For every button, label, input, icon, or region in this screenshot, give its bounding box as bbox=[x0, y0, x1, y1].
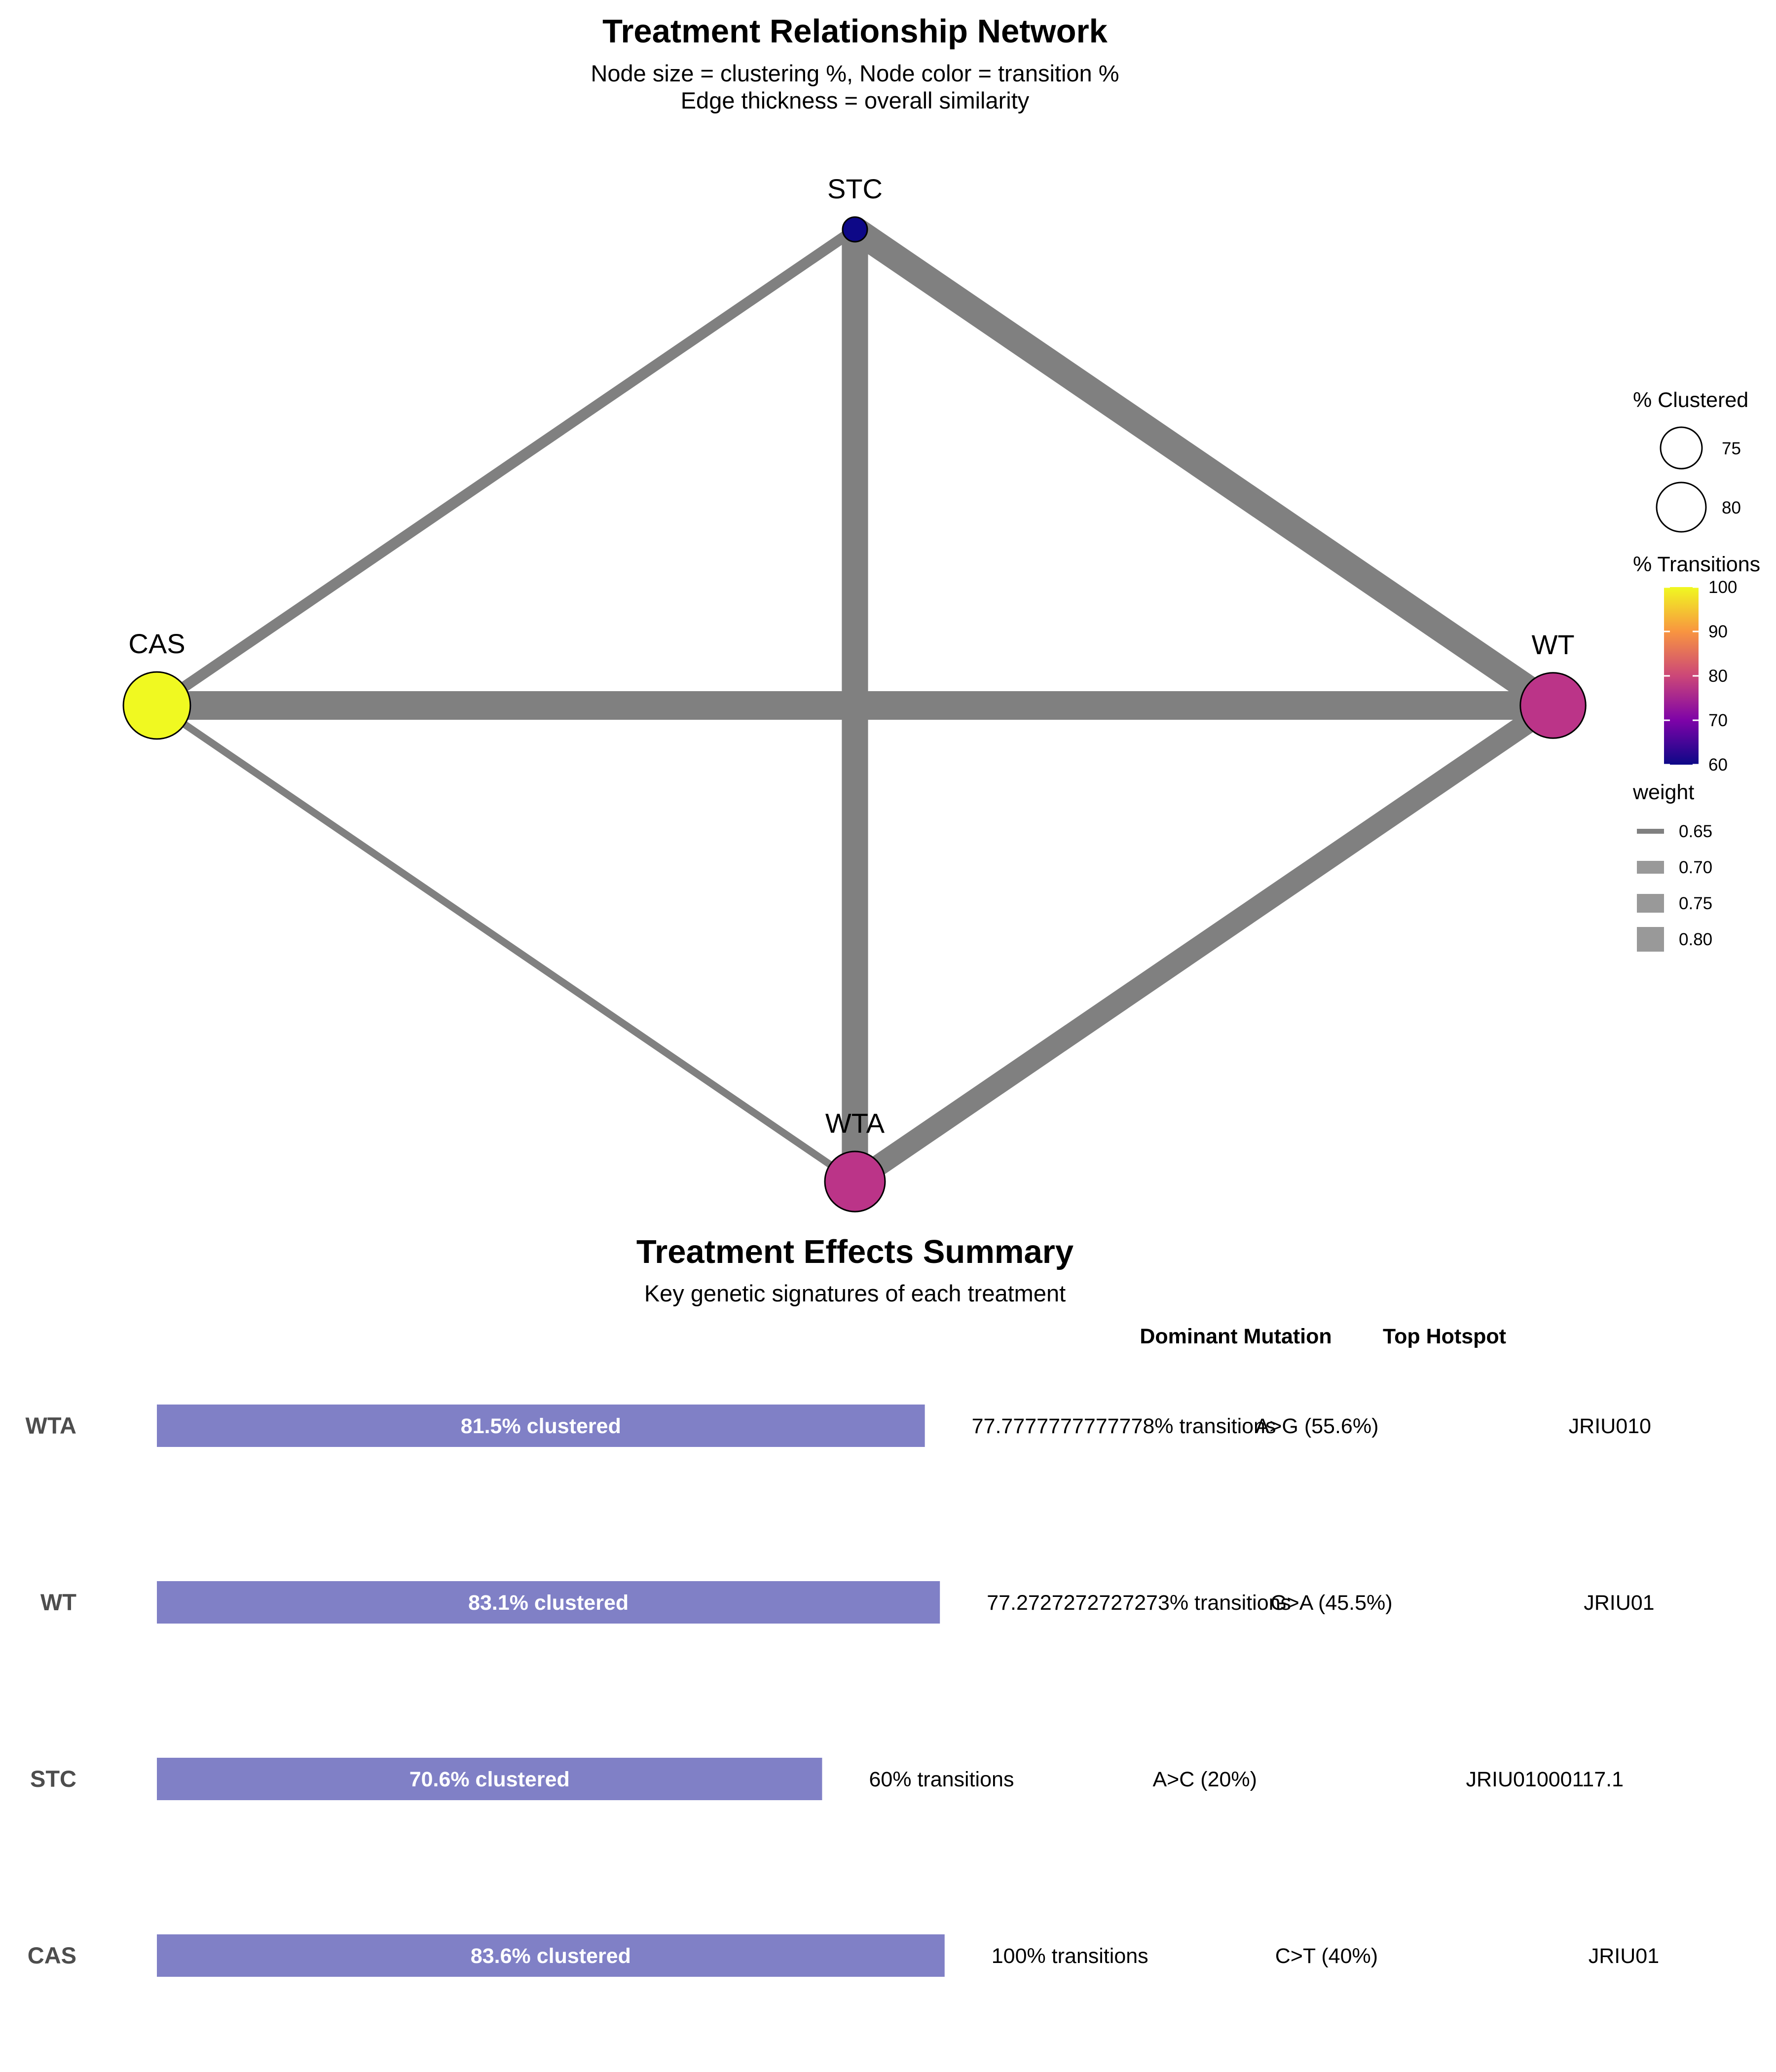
color-tick-label-60: 60 bbox=[1708, 755, 1728, 775]
network-edges bbox=[153, 219, 1560, 1191]
size-legend-label-80: 80 bbox=[1722, 498, 1741, 518]
size-legend-circle-75 bbox=[1660, 426, 1703, 470]
network-nodes bbox=[122, 216, 1587, 1213]
bar-label-cas: 83.6% clustered bbox=[471, 1944, 631, 1968]
dominant-mutation-wt: G>A (45.5%) bbox=[1270, 1591, 1392, 1615]
node-label-cas: CAS bbox=[128, 628, 185, 659]
legend: % Clustered 75 80 % Transitions 100 90 80 70… bbox=[1632, 388, 1760, 952]
dominant-mutation-cas: C>T (40%) bbox=[1275, 1944, 1378, 1968]
weight-legend-key-0.70 bbox=[1637, 861, 1664, 874]
bar-label-stc: 70.6% clustered bbox=[409, 1768, 570, 1791]
color-tick-label-70: 70 bbox=[1708, 711, 1728, 730]
weight-legend-label-0.70: 0.70 bbox=[1679, 858, 1712, 877]
transitions-wta: 77.7777777777778% transitions bbox=[972, 1414, 1276, 1438]
size-legend-label-75: 75 bbox=[1722, 439, 1741, 458]
node-cas bbox=[122, 671, 191, 740]
node-stc bbox=[842, 216, 868, 243]
top-hotspot-stc: JRIU01000117.1 bbox=[1466, 1768, 1624, 1791]
top-hotspot-cas: JRIU01 bbox=[1589, 1944, 1659, 1968]
legend-weight-title: weight bbox=[1632, 780, 1694, 804]
summary-subtitle: Key genetic signatures of each treatment bbox=[644, 1280, 1066, 1306]
row-label-wta: WTA bbox=[25, 1412, 76, 1439]
network-node-labels: STC CAS WT WTA bbox=[128, 173, 1574, 1139]
transitions-cas: 100% transitions bbox=[992, 1944, 1148, 1968]
weight-legend-key-0.80 bbox=[1637, 927, 1664, 952]
dominant-mutation-stc: A>C (20%) bbox=[1152, 1768, 1257, 1791]
edge-stc-wt bbox=[848, 219, 1560, 716]
bar-label-wta: 81.5% clustered bbox=[461, 1414, 621, 1438]
node-label-wt: WT bbox=[1531, 629, 1574, 660]
legend-color-title: % Transitions bbox=[1633, 553, 1760, 576]
weight-legend-key-0.65 bbox=[1637, 829, 1664, 834]
top-hotspot-wt: JRIU01 bbox=[1584, 1591, 1654, 1615]
summary-title: Treatment Effects Summary bbox=[636, 1233, 1073, 1270]
network-subtitle-2: Edge thickness = overall similarity bbox=[681, 87, 1030, 113]
size-legend: 75 80 bbox=[1656, 426, 1741, 533]
bar-label-wt: 83.1% clustered bbox=[468, 1591, 629, 1615]
col-header-dominant-mutation: Dominant Mutation bbox=[1140, 1325, 1332, 1348]
row-label-wt: WT bbox=[40, 1589, 76, 1615]
color-tick-label-90: 90 bbox=[1708, 622, 1728, 641]
bar-wt bbox=[157, 1581, 940, 1624]
weight-legend: 0.65 0.70 0.75 0.80 bbox=[1637, 822, 1712, 952]
edge-wta-wt bbox=[849, 696, 1559, 1191]
summary-rows: WTA 81.5% clustered 77.7777777777778% tran… bbox=[25, 1405, 1659, 1977]
bar-stc bbox=[157, 1758, 822, 1800]
weight-legend-label-0.65: 0.65 bbox=[1679, 822, 1712, 841]
edge-cas-wta bbox=[154, 702, 857, 1185]
edge-stc-cas bbox=[153, 224, 858, 710]
color-tick-label-80: 80 bbox=[1708, 666, 1728, 686]
col-header-top-hotspot: Top Hotspot bbox=[1383, 1325, 1506, 1348]
weight-legend-key-0.75 bbox=[1637, 894, 1664, 913]
node-label-wta: WTA bbox=[825, 1108, 885, 1139]
transitions-wt: 77.2727272727273% transitions bbox=[987, 1591, 1291, 1615]
weight-legend-label-0.80: 0.80 bbox=[1679, 930, 1712, 949]
dominant-mutation-wta: A>G (55.6%) bbox=[1256, 1414, 1379, 1438]
row-label-cas: CAS bbox=[28, 1942, 76, 1968]
transitions-stc: 60% transitions bbox=[869, 1768, 1014, 1791]
node-wta bbox=[824, 1150, 886, 1213]
color-legend-ticks: 100 90 80 70 60 bbox=[1664, 578, 1737, 775]
bar-cas bbox=[157, 1934, 945, 1977]
row-label-stc: STC bbox=[30, 1766, 76, 1792]
network-subtitle-1: Node size = clustering %, Node color = t… bbox=[591, 60, 1119, 86]
legend-size-title: % Clustered bbox=[1633, 388, 1748, 412]
size-legend-circle-80 bbox=[1656, 481, 1707, 533]
node-label-stc: STC bbox=[827, 173, 883, 204]
bar-wta bbox=[157, 1405, 925, 1447]
node-wt bbox=[1519, 672, 1587, 739]
weight-legend-label-0.75: 0.75 bbox=[1679, 894, 1712, 913]
network-title: Treatment Relationship Network bbox=[602, 13, 1108, 50]
top-hotspot-wta: JRIU010 bbox=[1569, 1414, 1651, 1438]
color-tick-label-100: 100 bbox=[1708, 578, 1737, 597]
